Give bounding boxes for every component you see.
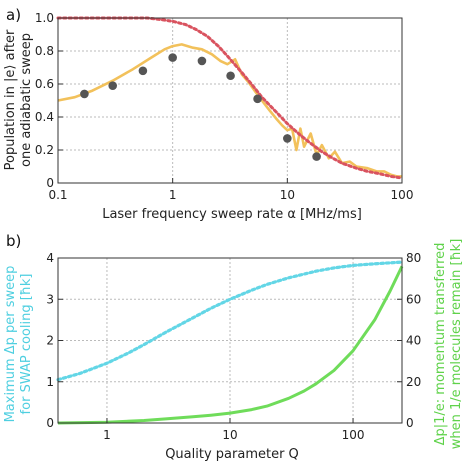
panel-b-left-axis-label-line-1: Maximum Δp per sweep: [3, 266, 18, 423]
panel-a-data-point: [283, 134, 292, 143]
panel-a-ticks: 0.1 1 10 100 0 0.2 0.4 0.6 0.8 1.0: [35, 11, 414, 202]
panel-a-data-point: [197, 56, 207, 66]
panel-a-label: a): [6, 6, 21, 24]
panel-b-right-tick-label: 40: [406, 334, 421, 348]
panel-b-right-tick-label: 0: [406, 416, 414, 430]
panel-a-series: [56, 16, 404, 180]
panel-a-x-axis-label: Laser frequency sweep rate α [MHz/ms]: [102, 207, 362, 222]
panel-a-y-axis-label-line-2: one adiabatic sweep: [19, 33, 34, 167]
panel-b-left-tick-label: 4: [46, 251, 54, 265]
panel-b-right-tick-label: 60: [406, 292, 421, 306]
panel-a-data-point: [168, 53, 177, 62]
panel-a-y-axis-label-line-1: Population in |e⟩ after: [3, 29, 18, 170]
panel-b-x-tick-label: 100: [342, 428, 365, 442]
panel-b-label: b): [6, 232, 21, 250]
panel-b-x-tick-label: 10: [222, 428, 237, 442]
panel-b-right-axis-label-line-1: Δp|1/e: momentum transferred: [433, 243, 448, 446]
panel-b-right-tick-label: 80: [406, 251, 421, 265]
panel-b-left-tick-label: 2: [46, 334, 54, 348]
panel-a-data-point: [253, 94, 262, 104]
panel-a-data-point: [108, 81, 118, 90]
panel-a-y-tick-label: 0.6: [35, 77, 54, 91]
panel-b-left-axis-label-line-2: for SWAP cooling [ħk]: [19, 274, 34, 415]
panel-a-plot: 0.1 1 10 100 0 0.2 0.4 0.6 0.8 1.0: [35, 11, 414, 202]
panel-a-grid: [57, 17, 403, 184]
panel-a-theory-line: [56, 16, 404, 180]
panel-a-data-point: [138, 66, 148, 76]
panel-b-x-tick-label: 1: [103, 428, 111, 442]
panel-a-x-tick-label: 10: [280, 188, 295, 202]
panel-b-left-tick-label: 0: [46, 416, 54, 430]
panel-a-x-tick-label: 100: [391, 188, 414, 202]
panel-b-left-tick-label: 3: [46, 292, 54, 306]
panel-b-right-axis-label-line-2: when 1/e molecules remain [ħk]: [449, 239, 464, 450]
panel-a-data-point: [226, 71, 235, 81]
panel-b-right-series-line: [57, 265, 404, 425]
panel-b-x-axis-label: Quality parameter Q: [165, 447, 299, 462]
panel-a-data-point: [312, 152, 321, 161]
panel-b-grid: [58, 257, 402, 424]
panel-a-x-tick-label: 0.1: [48, 188, 67, 202]
panel-a-simulation-line: [57, 43, 402, 178]
panel-a-y-tick-label: 1.0: [35, 11, 54, 25]
panel-a-frame: [57, 17, 403, 184]
panel-a-y-tick-label: 0.8: [35, 44, 54, 58]
panel-a-data-point: [80, 89, 89, 99]
panel-a-y-tick-label: 0.2: [35, 143, 54, 157]
panel-b-series: [56, 260, 404, 425]
panel-b-left-series-line: [56, 260, 404, 382]
panel-a-y-tick-label: 0: [46, 176, 54, 190]
panel-b-left-tick-label: 1: [46, 375, 54, 389]
panel-a-x-tick-label: 1: [169, 188, 177, 202]
panel-a-y-tick-label: 0.4: [35, 110, 54, 124]
panel-b-right-tick-label: 20: [406, 375, 421, 389]
